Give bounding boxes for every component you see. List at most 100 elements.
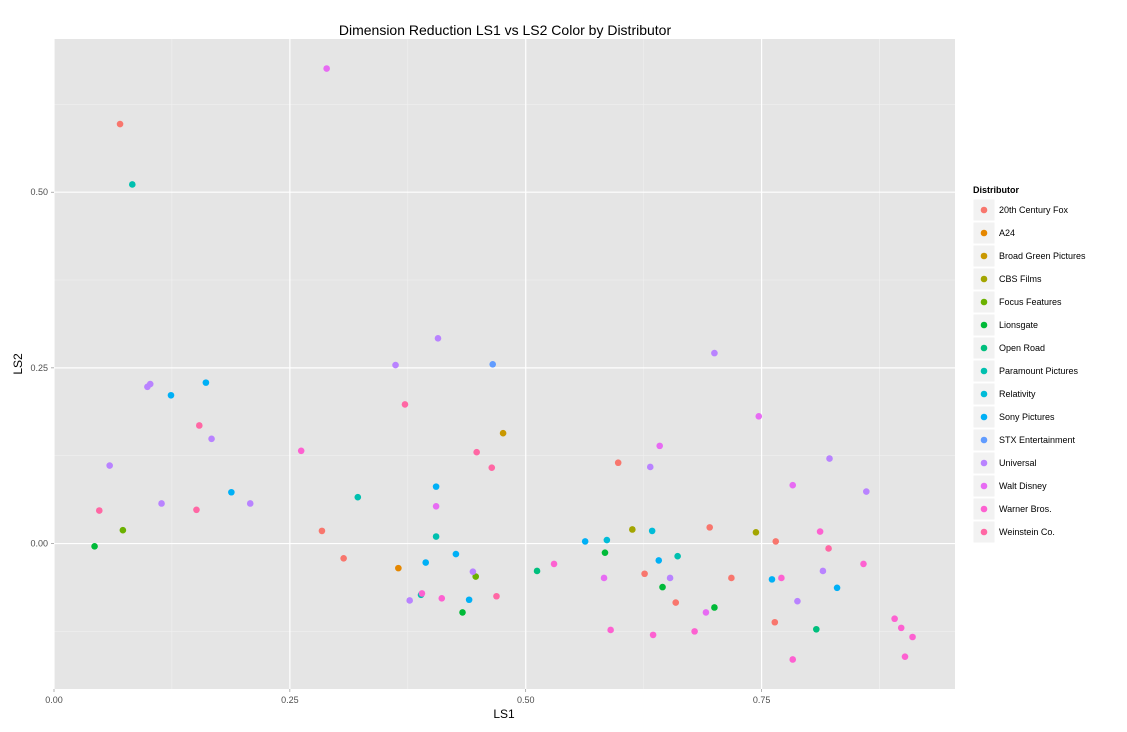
legend-key-dot (980, 298, 988, 306)
legend-key-dot (980, 459, 988, 467)
plot-panel (54, 39, 955, 689)
data-point (771, 618, 779, 626)
legend-key-dot (980, 229, 988, 237)
legend: Distributor 20th Century Fox A24 Broad Gre… (972, 185, 1086, 544)
data-point (432, 533, 440, 540)
legend-label: Open Road (999, 343, 1045, 353)
data-point (816, 528, 824, 535)
legend-label: Weinstein Co. (999, 527, 1055, 537)
data-point (897, 624, 905, 632)
data-point (493, 592, 500, 600)
grid-lines (53, 39, 955, 689)
data-point (648, 527, 656, 535)
data-point (674, 552, 681, 560)
y-tick-label: 0.00 (30, 539, 48, 549)
legend-label: Warner Bros. (999, 504, 1052, 514)
data-point (202, 379, 210, 386)
data-point (819, 567, 827, 575)
legend-label: Broad Green Pictures (999, 251, 1086, 261)
legend-label: Focus Features (999, 297, 1062, 307)
data-point (195, 422, 203, 429)
data-point (401, 401, 409, 408)
data-point (655, 557, 663, 564)
data-point (659, 583, 666, 591)
data-point (438, 595, 446, 602)
legend-label: Universal (999, 458, 1037, 468)
legend-key-dot (980, 390, 988, 398)
data-point (95, 507, 103, 514)
data-point (119, 526, 127, 534)
data-point (891, 615, 898, 623)
data-point (533, 567, 541, 575)
data-point (825, 545, 832, 552)
data-point (789, 481, 797, 489)
data-point (649, 631, 657, 639)
data-point (813, 625, 820, 633)
y-axis: 0.00 0.25 0.50 (30, 187, 54, 549)
data-point (91, 543, 98, 550)
data-point (106, 462, 113, 469)
data-points (91, 65, 916, 663)
legend-label: Paramount Pictures (999, 366, 1079, 376)
data-point (826, 455, 833, 462)
data-point (691, 628, 698, 635)
data-point (406, 597, 413, 604)
data-point (116, 120, 124, 128)
x-tick-label: 0.50 (517, 695, 535, 705)
data-point (158, 500, 165, 507)
data-point (641, 570, 648, 578)
legend-title: Distributor (973, 185, 1019, 195)
data-point (459, 609, 466, 616)
data-point (600, 574, 608, 582)
data-point (469, 568, 477, 575)
data-point (909, 633, 916, 641)
data-point (323, 65, 330, 72)
data-point (146, 380, 154, 388)
data-point (434, 335, 442, 342)
data-point (193, 506, 200, 514)
data-point (581, 538, 589, 545)
legend-key-dot (980, 321, 988, 329)
legend-key-dot (980, 275, 988, 283)
data-point (354, 493, 362, 501)
data-point (607, 626, 614, 634)
x-tick-label: 0.75 (753, 695, 771, 705)
legend-label: CBS Films (999, 274, 1042, 284)
y-axis-label: LS2 (11, 353, 25, 375)
data-point (472, 573, 480, 580)
data-point (706, 524, 714, 531)
data-point (711, 349, 718, 357)
data-point (129, 181, 136, 188)
y-tick-label: 0.25 (30, 363, 48, 373)
legend-key-dot (980, 413, 988, 421)
data-point (702, 609, 710, 616)
data-point (489, 361, 497, 368)
legend-key-dot (980, 344, 988, 352)
data-point (340, 554, 347, 562)
data-point (465, 596, 473, 604)
data-point (603, 536, 611, 544)
data-point (452, 550, 460, 558)
data-point (629, 526, 636, 533)
data-point (550, 560, 558, 568)
data-point (768, 576, 776, 583)
data-point (614, 459, 622, 467)
data-point (297, 447, 305, 455)
legend-label: 20th Century Fox (999, 205, 1069, 215)
data-point (666, 574, 674, 582)
data-point (395, 564, 402, 572)
legend-label: Lionsgate (999, 320, 1038, 330)
data-point (863, 488, 870, 495)
data-point (318, 527, 326, 535)
data-point (418, 590, 426, 597)
data-point (860, 560, 867, 568)
legend-key-dot (980, 436, 988, 444)
legend-label: Sony Pictures (999, 412, 1055, 422)
legend-key-dot (980, 206, 988, 214)
legend-key-dot (980, 252, 988, 260)
x-tick-label: 0.25 (281, 695, 299, 705)
legend-key-dot (980, 528, 988, 536)
legend-label: Relativity (999, 389, 1036, 399)
x-axis-label: LS1 (493, 707, 515, 721)
